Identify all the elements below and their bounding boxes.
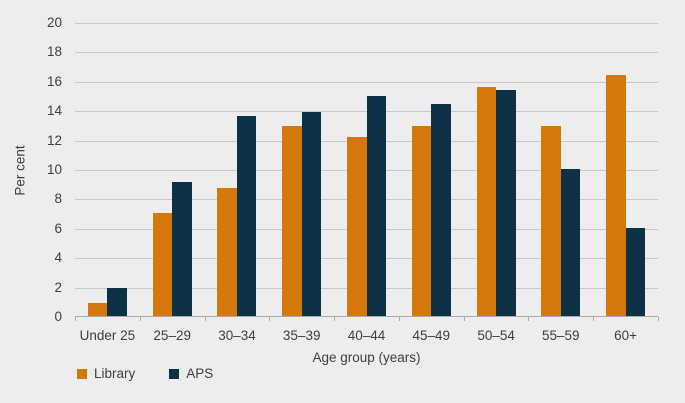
bar-aps: [107, 288, 127, 316]
bar-aps: [366, 95, 386, 316]
x-axis-tick: [334, 317, 336, 321]
bar-library: [476, 86, 497, 316]
legend-item: APS: [169, 366, 213, 381]
bar-aps: [496, 89, 516, 316]
x-tick-label: 50–54: [477, 328, 515, 343]
x-axis-title: Age group (years): [312, 350, 421, 365]
x-axis-tick: [204, 317, 206, 321]
legend: Library APS: [77, 366, 213, 381]
legend-swatch: [169, 368, 180, 379]
gridline: [75, 81, 658, 83]
legend-label: Library: [94, 366, 136, 381]
x-axis-tick: [139, 317, 141, 321]
bar-aps: [431, 104, 451, 316]
bar-library: [541, 126, 561, 316]
x-tick-label: 25–29: [153, 328, 191, 343]
bar-library: [217, 188, 237, 316]
y-tick-label: 12: [46, 132, 62, 148]
bar-aps: [172, 182, 192, 316]
bar-library: [87, 302, 108, 316]
x-tick-label: 45–49: [412, 328, 451, 343]
x-tick-label: 30–34: [218, 328, 256, 343]
bar-aps: [625, 227, 646, 316]
y-tick-label: 10: [46, 162, 62, 177]
y-tick-label: 2: [54, 279, 62, 295]
x-axis-tick: [75, 317, 76, 321]
bar-aps: [560, 169, 581, 316]
y-tick-label: 14: [46, 103, 62, 119]
x-axis-tick: [269, 317, 271, 321]
bar-library: [411, 126, 432, 316]
gridline: [75, 52, 658, 54]
bar-library: [606, 74, 626, 316]
y-tick-label: 8: [54, 191, 62, 207]
y-tick-label: 4: [54, 250, 62, 266]
x-tick-label: 35–39: [282, 328, 321, 343]
x-axis-tick: [398, 317, 400, 321]
bar-aps: [301, 111, 322, 316]
x-axis-tick: [463, 317, 465, 321]
y-tick-label: 18: [46, 44, 62, 60]
x-axis-tick: [528, 317, 530, 321]
x-axis-line: [75, 316, 658, 317]
legend-swatch: [77, 368, 87, 379]
bar-library: [282, 126, 302, 316]
y-tick-label: 16: [46, 73, 62, 89]
legend-label: APS: [186, 366, 214, 381]
x-tick-label: 40–44: [347, 328, 386, 343]
y-tick-label: 0: [54, 309, 62, 324]
x-tick-label: 55–59: [542, 328, 580, 343]
x-tick-label: Under 25: [79, 328, 136, 343]
x-axis-tick: [658, 317, 659, 321]
y-tick-label: 6: [54, 220, 62, 236]
legend-item: Library: [77, 366, 135, 381]
bar-aps: [236, 116, 257, 316]
y-tick-label: 20: [46, 15, 62, 30]
gridline: [75, 23, 658, 24]
x-axis-tick: [593, 317, 595, 321]
bar-library: [347, 136, 367, 316]
plot-area: [75, 23, 659, 321]
x-tick-label: 60+: [614, 328, 638, 343]
bar-library: [152, 213, 173, 316]
